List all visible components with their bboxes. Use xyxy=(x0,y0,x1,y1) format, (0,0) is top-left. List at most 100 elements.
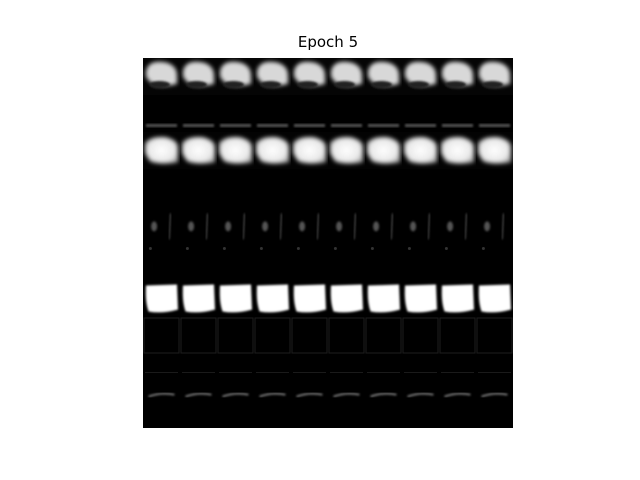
sample-cell-r7-c6 xyxy=(365,317,402,354)
sample-cell-r0-c9 xyxy=(476,58,513,95)
sample-cell-r2-c0 xyxy=(143,132,180,169)
sample-cell-r4-c2 xyxy=(217,206,254,243)
sample-cell-r8-c1 xyxy=(180,354,217,391)
sample-cell-r4-c5 xyxy=(328,206,365,243)
sample-cell-r7-c2 xyxy=(217,317,254,354)
sample-cell-r0-c6 xyxy=(365,58,402,95)
sample-cell-r2-c3 xyxy=(254,132,291,169)
sample-cell-r3-c6 xyxy=(365,169,402,206)
figure-title: Epoch 5 xyxy=(297,33,359,51)
sample-cell-r7-c3 xyxy=(254,317,291,354)
sample-cell-r1-c0 xyxy=(143,95,180,132)
sample-cell-r3-c7 xyxy=(402,169,439,206)
sample-cell-r7-c5 xyxy=(328,317,365,354)
sample-cell-r7-c1 xyxy=(180,317,217,354)
sample-cell-r2-c9 xyxy=(476,132,513,169)
sample-cell-r3-c9 xyxy=(476,169,513,206)
sample-cell-r1-c7 xyxy=(402,95,439,132)
sample-cell-r4-c0 xyxy=(143,206,180,243)
sample-cell-r8-c2 xyxy=(217,354,254,391)
sample-cell-r0-c3 xyxy=(254,58,291,95)
sample-cell-r7-c0 xyxy=(143,317,180,354)
sample-cell-r1-c2 xyxy=(217,95,254,132)
sample-cell-r1-c6 xyxy=(365,95,402,132)
sample-cell-r1-c3 xyxy=(254,95,291,132)
sample-cell-r9-c0 xyxy=(143,391,180,428)
sample-cell-r2-c1 xyxy=(180,132,217,169)
sample-cell-r3-c5 xyxy=(328,169,365,206)
sample-cell-r9-c6 xyxy=(365,391,402,428)
sample-cell-r8-c9 xyxy=(476,354,513,391)
sample-cell-r6-c7 xyxy=(402,280,439,317)
sample-cell-r6-c9 xyxy=(476,280,513,317)
sample-cell-r1-c5 xyxy=(328,95,365,132)
sample-cell-r3-c1 xyxy=(180,169,217,206)
sample-cell-r5-c2 xyxy=(217,243,254,280)
sample-cell-r4-c8 xyxy=(439,206,476,243)
sample-cell-r6-c2 xyxy=(217,280,254,317)
sample-cell-r3-c8 xyxy=(439,169,476,206)
sample-cell-r2-c5 xyxy=(328,132,365,169)
sample-cell-r8-c3 xyxy=(254,354,291,391)
sample-cell-r5-c6 xyxy=(365,243,402,280)
sample-cell-r7-c9 xyxy=(476,317,513,354)
sample-cell-r4-c7 xyxy=(402,206,439,243)
generated-samples-grid xyxy=(143,58,513,428)
sample-cell-r7-c4 xyxy=(291,317,328,354)
sample-cell-r6-c3 xyxy=(254,280,291,317)
sample-cell-r0-c7 xyxy=(402,58,439,95)
sample-cell-r8-c6 xyxy=(365,354,402,391)
sample-cell-r0-c4 xyxy=(291,58,328,95)
sample-cell-r1-c9 xyxy=(476,95,513,132)
sample-cell-r8-c0 xyxy=(143,354,180,391)
sample-cell-r3-c3 xyxy=(254,169,291,206)
sample-cell-r4-c6 xyxy=(365,206,402,243)
sample-cell-r5-c9 xyxy=(476,243,513,280)
sample-cell-r7-c7 xyxy=(402,317,439,354)
sample-cell-r1-c4 xyxy=(291,95,328,132)
sample-cell-r5-c8 xyxy=(439,243,476,280)
sample-cell-r4-c1 xyxy=(180,206,217,243)
sample-cell-r5-c4 xyxy=(291,243,328,280)
sample-cell-r0-c8 xyxy=(439,58,476,95)
sample-cell-r6-c4 xyxy=(291,280,328,317)
sample-cell-r9-c1 xyxy=(180,391,217,428)
sample-cell-r9-c8 xyxy=(439,391,476,428)
sample-cell-r1-c1 xyxy=(180,95,217,132)
sample-cell-r5-c1 xyxy=(180,243,217,280)
sample-cell-r2-c8 xyxy=(439,132,476,169)
sample-cell-r3-c0 xyxy=(143,169,180,206)
sample-cell-r8-c8 xyxy=(439,354,476,391)
sample-cell-r4-c3 xyxy=(254,206,291,243)
sample-cell-r9-c4 xyxy=(291,391,328,428)
sample-cell-r4-c4 xyxy=(291,206,328,243)
sample-cell-r2-c6 xyxy=(365,132,402,169)
image-grid xyxy=(143,58,513,428)
sample-cell-r6-c8 xyxy=(439,280,476,317)
sample-cell-r2-c4 xyxy=(291,132,328,169)
sample-cell-r0-c2 xyxy=(217,58,254,95)
sample-cell-r0-c1 xyxy=(180,58,217,95)
sample-cell-r2-c2 xyxy=(217,132,254,169)
sample-cell-r8-c5 xyxy=(328,354,365,391)
sample-cell-r8-c4 xyxy=(291,354,328,391)
sample-cell-r3-c4 xyxy=(291,169,328,206)
sample-cell-r9-c9 xyxy=(476,391,513,428)
sample-cell-r4-c9 xyxy=(476,206,513,243)
sample-cell-r6-c0 xyxy=(143,280,180,317)
sample-cell-r5-c5 xyxy=(328,243,365,280)
sample-cell-r5-c0 xyxy=(143,243,180,280)
sample-cell-r8-c7 xyxy=(402,354,439,391)
sample-cell-r9-c7 xyxy=(402,391,439,428)
sample-cell-r5-c7 xyxy=(402,243,439,280)
sample-cell-r9-c2 xyxy=(217,391,254,428)
sample-cell-r0-c0 xyxy=(143,58,180,95)
sample-cell-r6-c6 xyxy=(365,280,402,317)
sample-cell-r0-c5 xyxy=(328,58,365,95)
sample-cell-r9-c5 xyxy=(328,391,365,428)
sample-cell-r6-c1 xyxy=(180,280,217,317)
sample-cell-r1-c8 xyxy=(439,95,476,132)
sample-cell-r6-c5 xyxy=(328,280,365,317)
sample-cell-r3-c2 xyxy=(217,169,254,206)
sample-cell-r9-c3 xyxy=(254,391,291,428)
